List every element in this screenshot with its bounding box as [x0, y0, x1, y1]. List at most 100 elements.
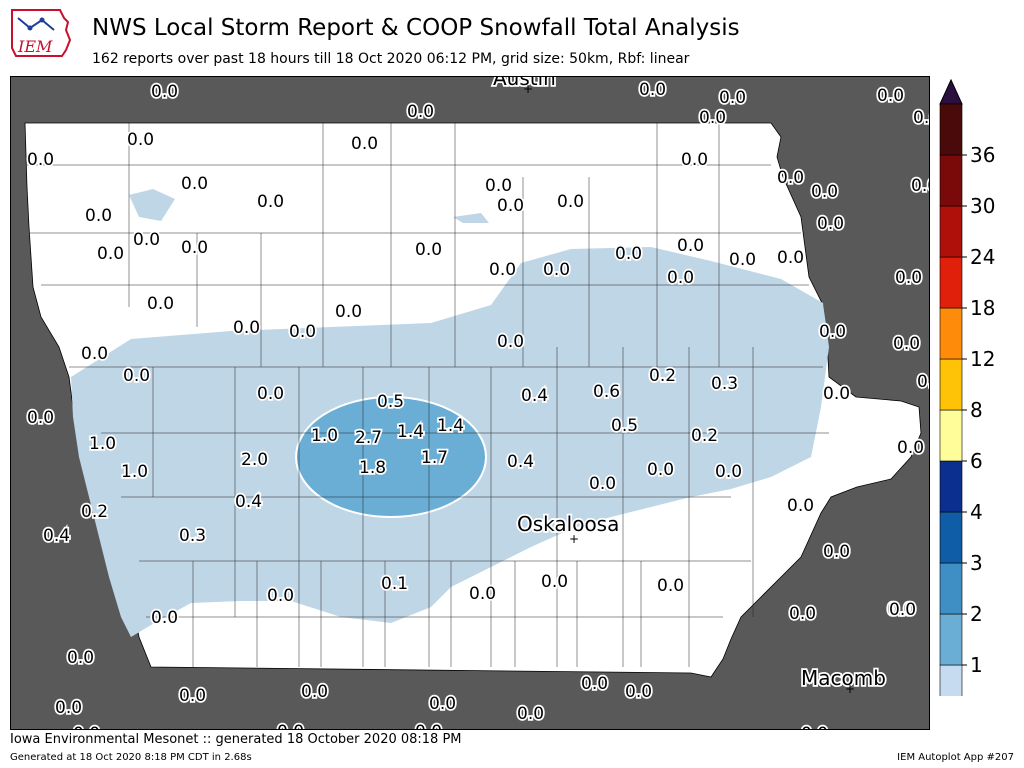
iem-logo: IEM: [11, 9, 72, 57]
snowfall-value-label: 0.0: [819, 322, 846, 342]
snowfall-value-label: 0.0: [729, 250, 756, 270]
colorbar-tick-label: 2: [970, 602, 983, 626]
city-markers: Austin + Oskaloosa + Macomb +: [491, 77, 887, 696]
snowfall-value-label: 0.0: [55, 698, 82, 718]
colorbar-tick-label: 30: [970, 194, 995, 218]
snowfall-value-label: 0.0: [625, 682, 652, 702]
snowfall-value-label: 1.4: [397, 422, 424, 442]
snowfall-value-label: 0.0: [73, 724, 100, 730]
snowfall-value-label: 0.0: [715, 462, 742, 482]
snowfall-value-label: 0.0: [615, 244, 642, 264]
snowfall-value-label: 0.0: [639, 80, 666, 100]
snowfall-value-label: 0.1: [381, 574, 408, 594]
snowfall-value-label: 0.0: [801, 724, 828, 730]
city-austin: Austin +: [491, 77, 557, 96]
snowfall-value-label: 0.0: [151, 608, 178, 628]
snowfall-value-label: 0.0: [911, 176, 930, 196]
snowfall-value-labels: 0.0 0.0 0.0 0.0 0.0 0.0 0.0 0.0 0.0 0.0 0.0 0.0 0.0 0…: [25, 78, 930, 730]
snowfall-value-label: 0.0: [647, 460, 674, 480]
colorbar-segment: [939, 613, 963, 666]
snowfall-value-label: 0.4: [43, 526, 70, 546]
colorbar-tick-label: 6: [970, 449, 983, 473]
colorbar-segment: [939, 460, 963, 513]
county-lines: [27, 123, 829, 667]
snowfall-map: Austin + Oskaloosa + Macomb + 0.00.00.0 0…: [11, 77, 930, 730]
snowfall-value-label: 0.0: [541, 572, 568, 592]
analysis-core: [295, 396, 487, 518]
snowfall-value-label: 0.0: [777, 168, 804, 188]
colorbar-tick-label: 36: [970, 143, 995, 167]
snowfall-value-label: 0.0: [897, 438, 924, 458]
city-marker-icon: +: [845, 682, 855, 696]
footer-generated: Generated at 18 Oct 2020 8:18 PM CDT in …: [10, 752, 252, 763]
snowfall-value-label: 0.5: [611, 416, 638, 436]
snowfall-value-label: 0.0: [27, 408, 54, 428]
snowfall-value-label: 0.0: [489, 260, 516, 280]
city-marker-icon: +: [569, 532, 579, 546]
snowfall-value-label: 0.0: [677, 236, 704, 256]
snowfall-value-label: 1.0: [311, 426, 338, 446]
city-macomb: Macomb +: [799, 664, 887, 696]
map-subtitle: 162 reports over past 18 hours till 18 O…: [92, 51, 690, 67]
snowfall-value-label: 0.0: [889, 600, 916, 620]
colorbar-tick-label: 3: [970, 551, 983, 575]
colorbar-segment: [939, 154, 963, 207]
snowfall-value-label: 1.0: [89, 434, 116, 454]
snowfall-value-label: 0.0: [699, 108, 726, 128]
snowfall-value-label: 0.0: [133, 230, 160, 250]
snowfall-value-label: 0.0: [469, 584, 496, 604]
snowfall-value-label: 0.0: [429, 694, 456, 714]
colorbar-tick-labels: 0.011234681218243036: [962, 143, 995, 677]
snowfall-value-label: 1.0: [121, 462, 148, 482]
snowfall-value-label: 0.0: [415, 722, 442, 730]
snowfall-value-label: 0.0: [351, 134, 378, 154]
snowfall-value-label: 0.5: [377, 392, 404, 412]
snowfall-value-label: 0.0: [581, 674, 608, 694]
city-label-austin: Austin: [493, 77, 556, 90]
snowfall-value-label: 0.2: [691, 426, 718, 446]
footer-app-id: IEM Autoplot App #207: [897, 752, 1014, 763]
colorbar-top-extension: [939, 78, 963, 105]
colorbar-segments: [939, 78, 963, 696]
snowfall-value-label: 0.0: [787, 496, 814, 516]
snowfall-value-label: 0.0: [67, 648, 94, 668]
snowfall-value-label: 0.0: [267, 586, 294, 606]
logo-text: IEM: [17, 37, 53, 56]
snowfall-value-label: 0.0: [817, 214, 844, 234]
snowfall-value-label: 0.0: [127, 130, 154, 150]
colorbar-segment: [939, 103, 963, 156]
colorbar-segment: [939, 562, 963, 615]
city-marker-icon: +: [523, 82, 533, 96]
snowfall-value-label: 0.0: [485, 176, 512, 196]
snowfall-value-label: 0.0: [589, 474, 616, 494]
snowfall-value-label: 0.0: [657, 576, 684, 596]
city-label-oskaloosa: Oskaloosa: [517, 512, 619, 536]
snowfall-value-label: 0.0: [887, 600, 914, 620]
colorbar-segment: [939, 664, 963, 696]
snowfall-value-label: 0.0: [85, 206, 112, 226]
snowfall-value-label: 0.0: [147, 294, 174, 314]
snowfall-value-label: 0.0: [719, 88, 746, 108]
snowfall-value-label: 0.0: [407, 102, 434, 122]
colorbar-segment: [939, 409, 963, 462]
colorbar-tick-label: 1: [970, 653, 983, 677]
snowfall-value-label: 0.0: [681, 150, 708, 170]
colorbar-tick-label: 8: [970, 398, 983, 422]
snowfall-value-label: 0.0: [123, 366, 150, 386]
snowfall-value-label: 0.6: [593, 382, 620, 402]
map-title: NWS Local Storm Report & COOP Snowfall T…: [92, 15, 740, 41]
colorbar-segment: [939, 511, 963, 564]
snowfall-value-label: 0.0: [181, 238, 208, 258]
snowfall-value-label: 1.8: [359, 458, 386, 478]
colorbar-legend: 0.011234681218243036: [939, 78, 995, 696]
snowfall-value-label: 0.0: [917, 372, 930, 392]
snowfall-value-label: 0.0: [823, 384, 850, 404]
snowfall-value-label: 0.0: [233, 318, 260, 338]
snowfall-value-label: 0.0: [257, 384, 284, 404]
snowfall-value-label: 0.0: [335, 302, 362, 322]
snowfall-value-label: 0.0: [81, 344, 108, 364]
snowfall-value-label: 0.4: [521, 386, 548, 406]
snowfall-value-label: 2.0: [241, 450, 268, 470]
snowfall-value-label: 0.3: [179, 526, 206, 546]
colorbar-segment: [939, 358, 963, 411]
